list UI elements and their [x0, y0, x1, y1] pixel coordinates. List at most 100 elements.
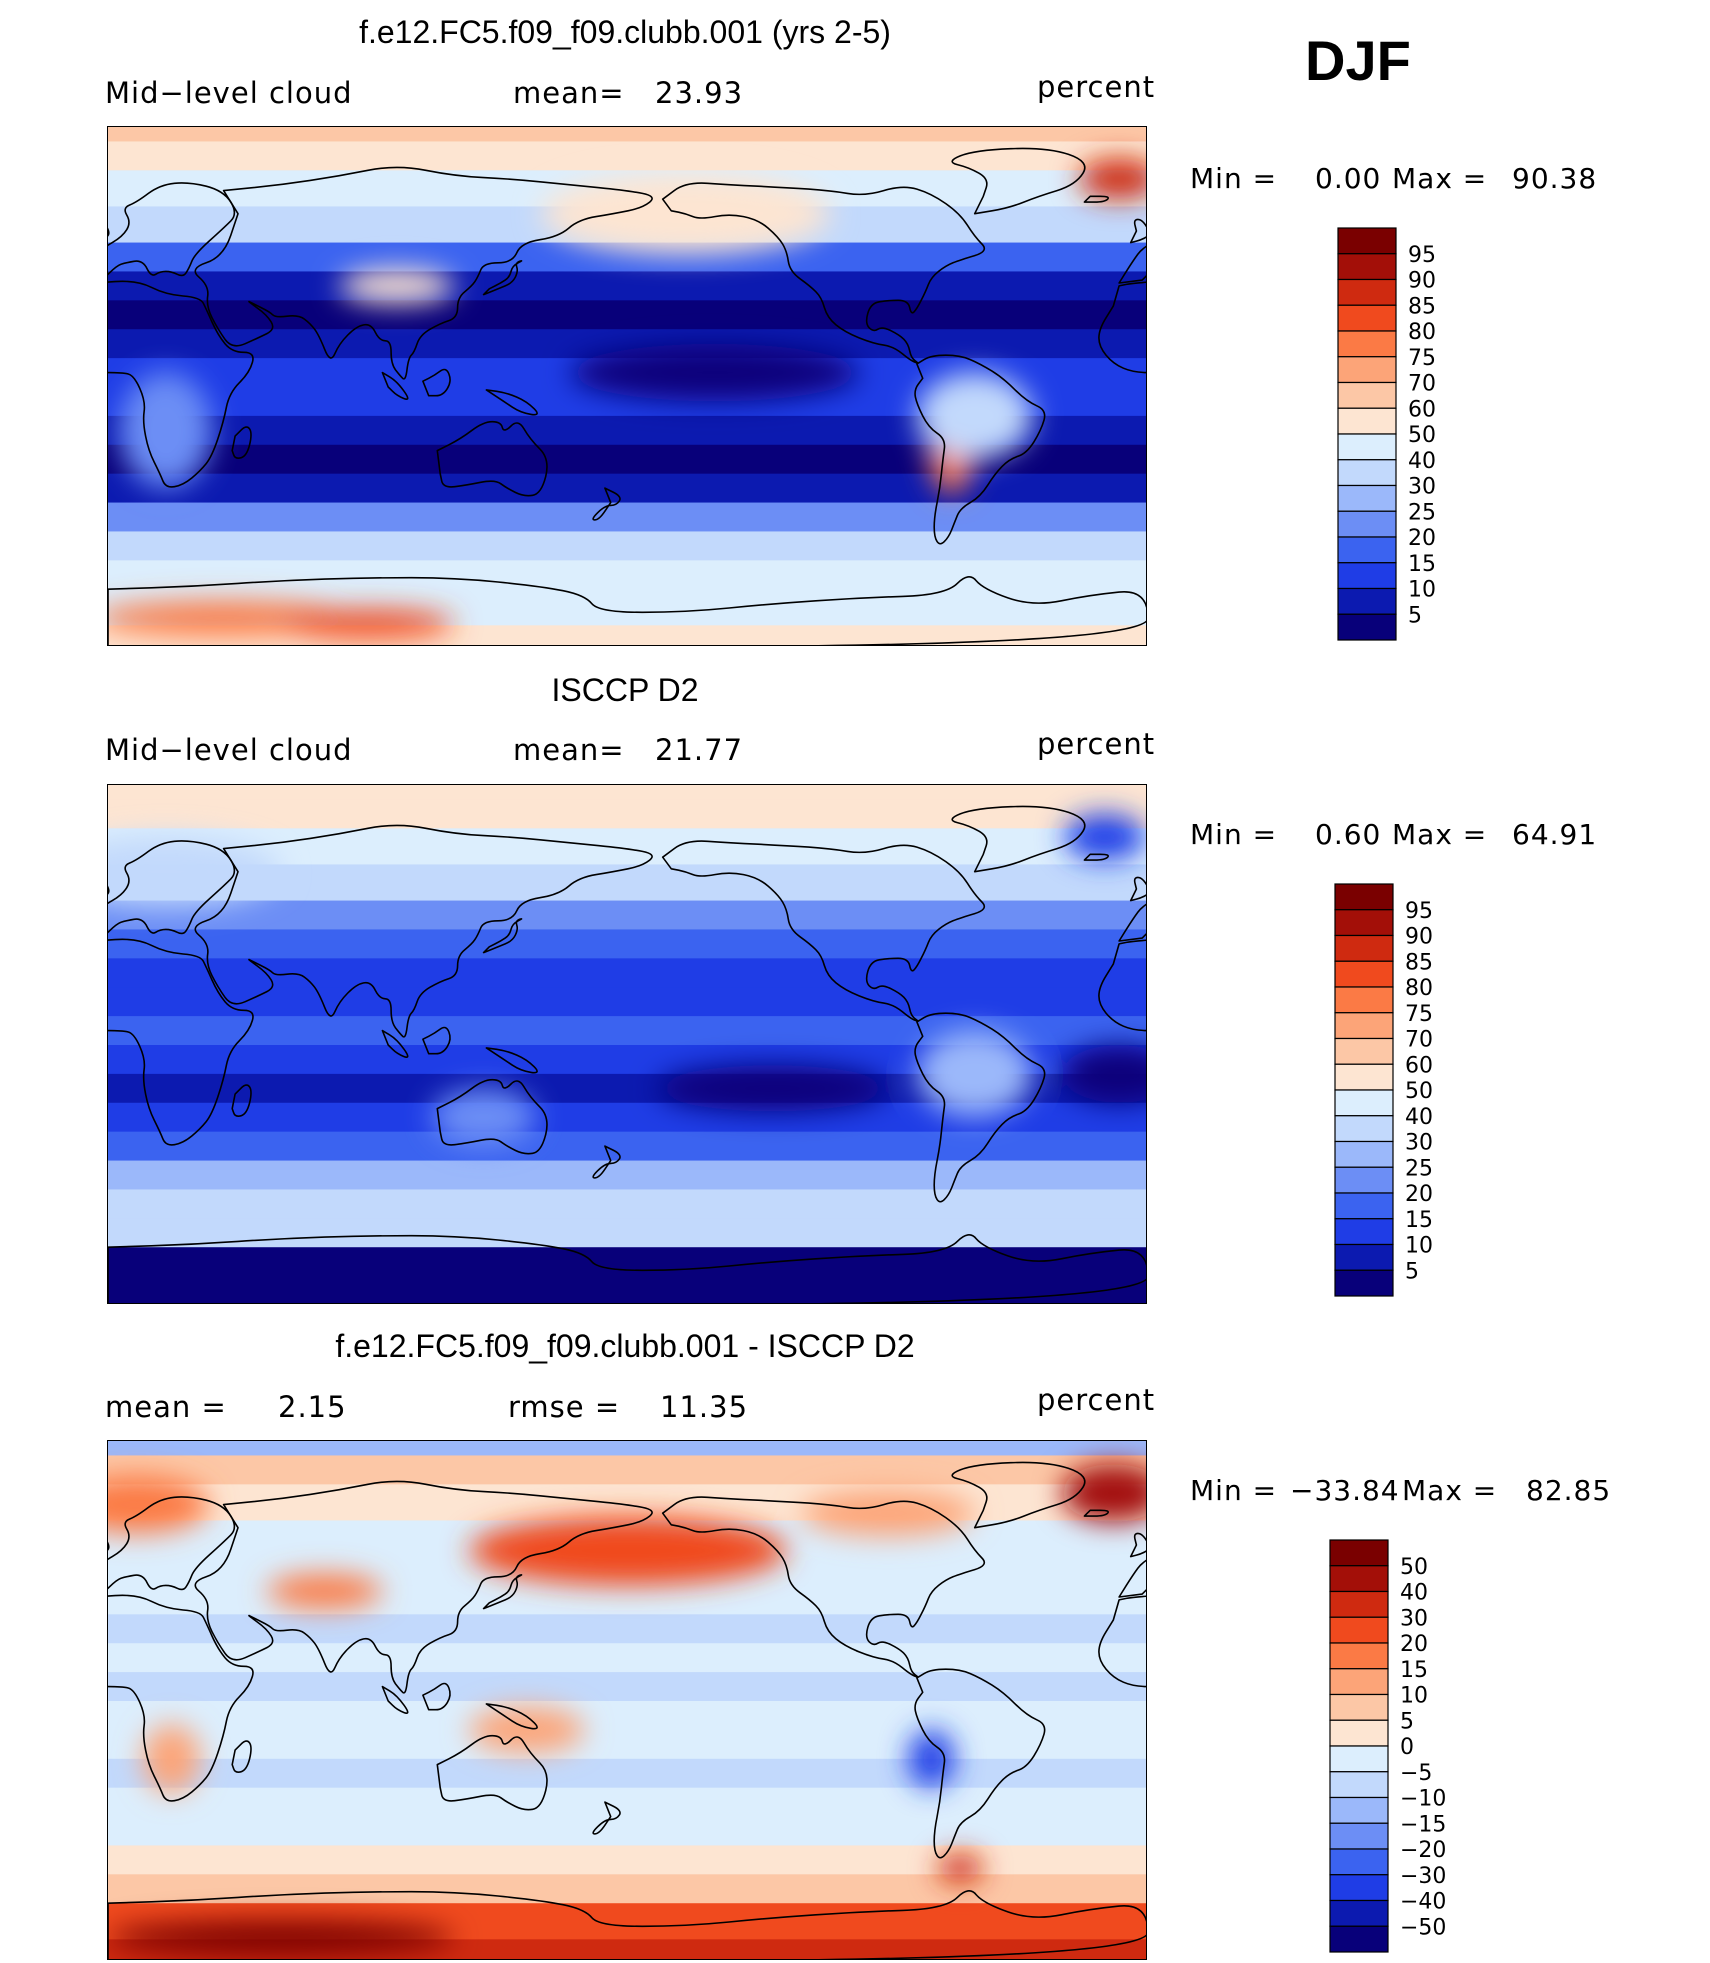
panel-2-zonal-band	[108, 900, 1146, 931]
panel-3-max-value: 82.85	[1526, 1474, 1612, 1507]
panel-3-colorbar-box	[1329, 1822, 1389, 1850]
panel-1-zonal-band	[108, 300, 1146, 331]
panel-3-zonal-band	[108, 1441, 1146, 1457]
coast-indonesia	[381, 1685, 409, 1714]
panel-1-colorbar-box	[1337, 562, 1397, 590]
panel-2-zonal-band	[108, 1131, 1146, 1162]
coast-uk	[108, 1541, 110, 1551]
panel-1-colorbar-box	[1337, 613, 1397, 641]
panel-1-colorbar-box	[1337, 356, 1397, 384]
panel-2-colorbar-label: 75	[1405, 1002, 1433, 1027]
panel-2-feature-blob	[1061, 1045, 1146, 1103]
panel-3-feature-blob	[908, 1729, 955, 1788]
coast-borneo	[422, 1026, 451, 1055]
panel-3-colorbar-label: 50	[1400, 1555, 1428, 1580]
coast-iceland	[1083, 853, 1109, 861]
panel-1-colorbar-label: 5	[1408, 603, 1422, 628]
panel-1-feature-blob	[916, 372, 1033, 460]
panel-1-zonal-band	[108, 473, 1146, 504]
panel-3-colorbar-label: 20	[1400, 1632, 1428, 1657]
panel-3-colorbar-label: 15	[1400, 1658, 1428, 1683]
coast-new-guinea	[485, 389, 538, 416]
coast-uk	[108, 227, 110, 237]
panel-1-colorbar-box	[1337, 278, 1397, 306]
panel-1-min-value: 0.00	[1315, 162, 1382, 195]
panel-2-colorbar-label: 50	[1405, 1079, 1433, 1104]
panel-1-variable: Mid−level cloud	[105, 76, 353, 110]
coast-madagascar	[231, 1084, 252, 1117]
coast-indonesia	[381, 1029, 409, 1058]
panel-3-colorbar-box	[1329, 1796, 1389, 1824]
panel-3-map-svg	[108, 1441, 1146, 1959]
panel-3-units: percent	[1037, 1383, 1156, 1417]
panel-3-rmse-value: 11.35	[660, 1390, 749, 1424]
panel-3-features	[108, 1464, 1146, 1956]
panel-1-colorbar-label: 60	[1408, 397, 1436, 422]
panel-2-colorbar-label: 60	[1405, 1053, 1433, 1078]
coast-north-america	[661, 1496, 986, 1678]
panel-3-zonal-band	[108, 1758, 1146, 1789]
panel-2-features	[108, 813, 1146, 1147]
panel-3-colorbar-box	[1329, 1539, 1389, 1567]
coast-borneo	[422, 368, 451, 397]
coast-north-america	[661, 182, 986, 364]
panel-2-colorbar-box	[1334, 1037, 1394, 1065]
panel-3-feature-blob	[142, 1724, 201, 1794]
coast-south-america	[914, 354, 1046, 545]
coast-uk	[1129, 1532, 1146, 1558]
panel-1-min-label: Min =	[1190, 162, 1278, 195]
panel-2-colorbar-label: 15	[1405, 1208, 1433, 1233]
panel-3-zonal-band	[108, 1729, 1146, 1760]
panel-2-colorbar-label: 25	[1405, 1156, 1433, 1181]
panel-1-colorbar-label: 15	[1408, 552, 1436, 577]
panel-1-colorbar-box	[1337, 381, 1397, 409]
panel-2-feature-blob	[108, 837, 282, 907]
panel-2-colorbar-label: 5	[1405, 1259, 1419, 1284]
panel-1-colorbar-label: 70	[1408, 372, 1436, 397]
panel-2-units: percent	[1037, 727, 1156, 761]
panel-3-zonal-band	[108, 1455, 1146, 1486]
coast-antarctica	[108, 1234, 1146, 1303]
coast-new-zealand	[592, 487, 621, 521]
coast-madagascar	[231, 1740, 252, 1773]
panel-3-feature-blob	[266, 1573, 383, 1609]
panel-3-colorbar-box	[1329, 1668, 1389, 1696]
panel-2-zonal-band	[108, 929, 1146, 960]
panel-1-colorbar-label: 25	[1408, 500, 1436, 525]
panel-1-max-label: Max =	[1392, 162, 1488, 195]
panel-2-colorbar-label: 85	[1405, 950, 1433, 975]
coast-japan	[482, 260, 523, 296]
coast-new-guinea	[485, 1047, 538, 1074]
panel-3-colorbar-label: −5	[1400, 1761, 1432, 1786]
coast-uk	[1129, 218, 1146, 244]
panel-3-colorbar-label: −40	[1400, 1890, 1446, 1915]
panel-1-zonal-band	[108, 531, 1146, 562]
coast-new-zealand	[592, 1801, 621, 1835]
panel-1-map	[107, 126, 1147, 646]
panel-1-colorbar-box	[1337, 459, 1397, 487]
coast-australia	[436, 1078, 548, 1155]
panel-1-colorbar-label: 40	[1408, 449, 1436, 474]
panel-3-colorbar-label: −15	[1400, 1812, 1446, 1837]
panel-1-colorbar-box	[1337, 253, 1397, 281]
panel-2-colorbar-box	[1334, 1140, 1394, 1168]
coast-iceland	[1083, 195, 1109, 203]
panel-3-feature-blob	[937, 1854, 984, 1883]
panel-3-min-label: Min =	[1190, 1474, 1278, 1507]
panel-1-colorbar-box	[1337, 330, 1397, 358]
panel-2-colorbar-box	[1334, 934, 1394, 962]
panel-3-colorbar-label: −30	[1400, 1864, 1446, 1889]
panel-2-colorbar-box	[1334, 1269, 1394, 1297]
panel-2-min-value: 0.60	[1315, 818, 1382, 851]
panel-1-feature-blob	[1078, 158, 1146, 200]
coast-europe	[108, 840, 236, 935]
panel-3-colorbar-label: 0	[1400, 1735, 1414, 1760]
panel-2-min-label: Min =	[1190, 818, 1278, 851]
panel-3-zonal-band	[108, 1484, 1146, 1522]
panel-1-colorbar-label: 80	[1408, 320, 1436, 345]
coast-uk	[108, 885, 110, 895]
panel-1-max-value: 90.38	[1512, 162, 1598, 195]
coast-africa	[108, 938, 254, 1146]
panel-1-colorbar-box	[1337, 510, 1397, 538]
